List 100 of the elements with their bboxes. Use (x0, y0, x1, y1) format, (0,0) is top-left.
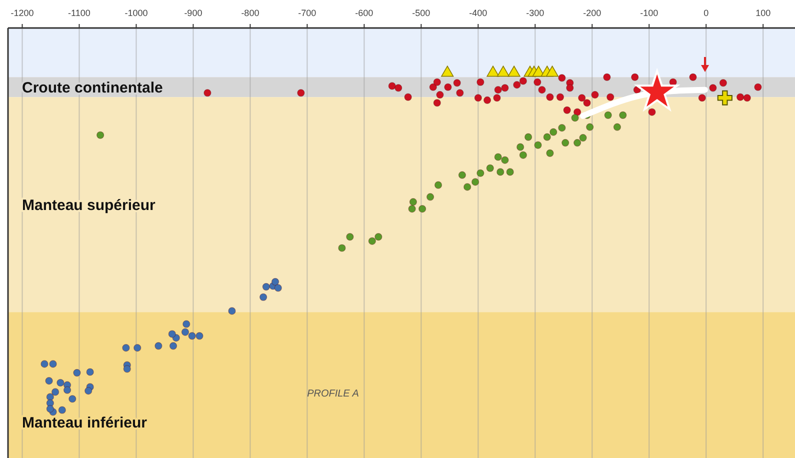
point (182, 320, 190, 328)
x-tick-label: -900 (184, 8, 202, 18)
point (52, 388, 60, 396)
point (46, 405, 54, 413)
point (586, 123, 594, 131)
point (426, 193, 434, 201)
point (496, 168, 504, 176)
point (297, 89, 305, 97)
point (754, 83, 762, 91)
point (45, 377, 53, 385)
point (648, 108, 656, 116)
band-label: Manteau supérieur (22, 196, 156, 214)
point (516, 143, 524, 151)
x-tick-label: -1000 (124, 8, 148, 18)
point (271, 278, 280, 286)
point (591, 91, 599, 99)
x-tick-label: -1100 (68, 8, 90, 18)
point (534, 141, 542, 149)
point (604, 111, 612, 119)
point (571, 114, 579, 122)
point (453, 79, 461, 87)
point (96, 131, 104, 139)
point (408, 205, 416, 213)
point (429, 83, 437, 91)
x-tick-label: 100 (756, 8, 771, 18)
x-tick-label: -500 (412, 8, 430, 18)
point (196, 332, 204, 340)
point (546, 93, 554, 101)
point (444, 83, 452, 91)
point (418, 205, 426, 213)
point (86, 368, 94, 376)
x-tick-label: -800 (241, 8, 260, 18)
point (550, 128, 558, 136)
point (458, 171, 466, 179)
point (122, 344, 130, 352)
point (374, 233, 382, 241)
x-tick-label: -700 (298, 8, 316, 18)
x-tick-label: -600 (355, 8, 374, 18)
point (543, 133, 551, 141)
point (524, 133, 532, 141)
point (388, 82, 396, 90)
point (346, 233, 354, 241)
point (49, 360, 57, 368)
point (709, 84, 717, 92)
point (434, 181, 442, 189)
point (689, 73, 697, 81)
point (40, 360, 48, 368)
point (538, 86, 546, 94)
x-tick-label: -400 (469, 8, 488, 18)
band-label: Croute continentale (22, 79, 163, 96)
point (58, 406, 66, 414)
point (168, 330, 176, 338)
point (558, 74, 566, 82)
point (476, 78, 484, 86)
point (46, 393, 54, 401)
x-tick-label: -100 (640, 8, 658, 18)
point (154, 342, 162, 350)
point (717, 90, 732, 106)
point (519, 77, 527, 85)
point (501, 84, 509, 92)
point (574, 108, 582, 116)
point (73, 368, 81, 377)
point (583, 99, 591, 107)
point (404, 93, 412, 101)
point (274, 284, 282, 292)
point (188, 332, 196, 340)
annotation: PROFILE A (307, 388, 360, 400)
point (619, 111, 627, 119)
point (494, 153, 502, 161)
point (472, 178, 480, 186)
point (456, 89, 464, 97)
point (558, 124, 566, 132)
point (169, 342, 178, 350)
point (63, 386, 72, 394)
band-label: Manteau inférieur (22, 414, 148, 432)
x-tick-label: 0 (704, 8, 709, 18)
point (68, 395, 76, 403)
point (562, 138, 570, 147)
point (736, 93, 744, 101)
point (56, 378, 64, 387)
point (566, 84, 574, 92)
point (513, 81, 521, 89)
point (603, 73, 611, 81)
point (631, 73, 639, 81)
point (483, 96, 492, 104)
point (698, 94, 706, 102)
point (368, 237, 376, 245)
x-tick-label: -200 (583, 8, 602, 18)
point (123, 365, 131, 373)
point (506, 168, 514, 176)
point (743, 94, 751, 102)
point (134, 344, 142, 352)
point (433, 78, 441, 86)
point (519, 151, 527, 159)
point (613, 123, 621, 131)
point (501, 156, 509, 164)
point (546, 149, 554, 157)
point (579, 134, 587, 142)
point (578, 94, 586, 102)
point (228, 307, 236, 315)
